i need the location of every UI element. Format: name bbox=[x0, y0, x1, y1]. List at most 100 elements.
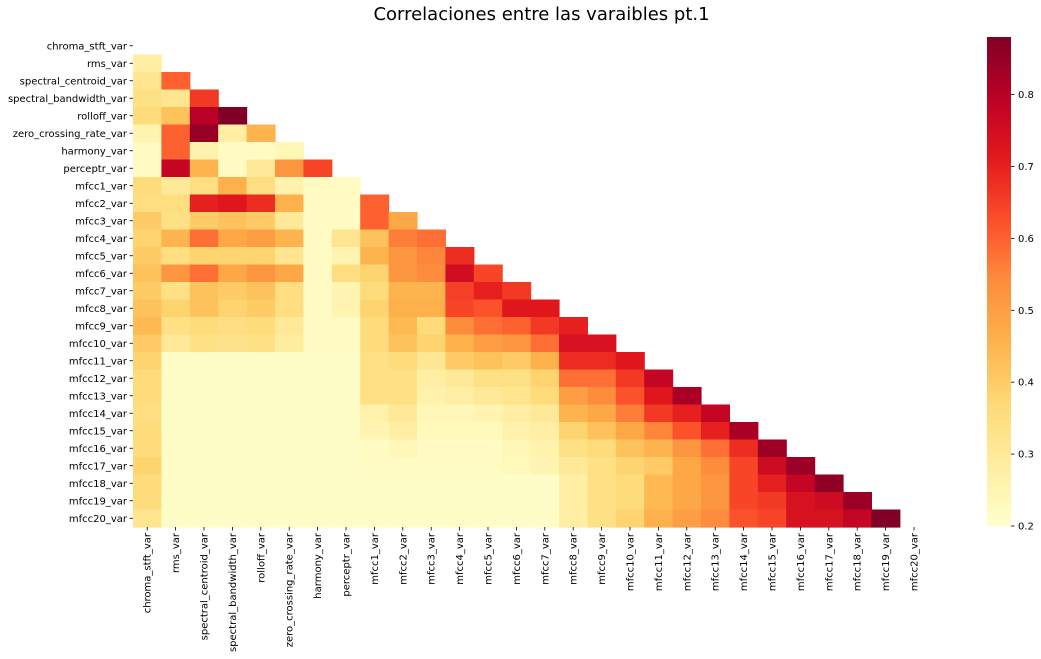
heatmap-cell bbox=[246, 439, 276, 458]
heatmap-cell bbox=[388, 352, 418, 371]
heatmap-cell bbox=[388, 439, 418, 458]
heatmap-cell bbox=[360, 229, 390, 248]
heatmap-cell bbox=[559, 439, 588, 458]
heatmap-cell bbox=[218, 334, 248, 353]
heatmap-cell bbox=[218, 369, 248, 388]
heatmap-cell bbox=[189, 107, 219, 126]
heatmap-cell bbox=[530, 404, 560, 423]
heatmap-cell bbox=[473, 422, 503, 441]
heatmap-cell bbox=[275, 509, 304, 528]
heatmap-cell bbox=[303, 369, 333, 388]
y-tick-label: spectral_centroid_var bbox=[20, 76, 128, 87]
heatmap-cell bbox=[218, 229, 248, 248]
heatmap-cell bbox=[417, 457, 446, 476]
heatmap-cell bbox=[843, 492, 872, 511]
heatmap-cell bbox=[360, 264, 390, 283]
heatmap-cell bbox=[615, 369, 645, 388]
heatmap-cell bbox=[275, 439, 304, 458]
heatmap-cell bbox=[161, 352, 191, 371]
heatmap-cell bbox=[587, 352, 617, 371]
heatmap-cell bbox=[161, 492, 191, 511]
x-tick-label: mfcc18_var bbox=[853, 532, 864, 591]
x-tick-label: mfcc13_var bbox=[711, 532, 722, 591]
heatmap-cell bbox=[445, 317, 475, 336]
heatmap-cell bbox=[331, 247, 361, 266]
heatmap-cell bbox=[133, 159, 162, 178]
heatmap-cell bbox=[417, 264, 446, 283]
heatmap-cell bbox=[587, 334, 617, 353]
heatmap-cell bbox=[218, 177, 248, 196]
heatmap-cell bbox=[161, 229, 191, 248]
y-tick-label: mfcc7_var bbox=[75, 286, 128, 297]
heatmap-cell bbox=[587, 404, 617, 423]
heatmap-cell bbox=[388, 334, 418, 353]
colorbar-tick-label: 0.3 bbox=[1018, 450, 1034, 461]
heatmap-cell bbox=[218, 317, 248, 336]
heatmap-cell bbox=[672, 387, 702, 406]
heatmap-cell bbox=[275, 334, 304, 353]
heatmap-cell bbox=[530, 334, 560, 353]
heatmap-cell bbox=[615, 352, 645, 371]
heatmap-cell bbox=[275, 229, 304, 248]
heatmap-cell bbox=[360, 474, 390, 493]
heatmap-cell bbox=[189, 282, 219, 301]
heatmap-cell bbox=[189, 474, 219, 493]
heatmap-cell bbox=[473, 474, 503, 493]
heatmap-cell bbox=[615, 422, 645, 441]
heatmap-cell bbox=[417, 474, 446, 493]
y-tick-label: mfcc6_var bbox=[75, 269, 128, 280]
heatmap-cell bbox=[502, 317, 532, 336]
heatmap-cell bbox=[417, 352, 446, 371]
heatmap-cell bbox=[417, 369, 446, 388]
heatmap-cell bbox=[559, 369, 588, 388]
heatmap-cell bbox=[530, 457, 560, 476]
heatmap-cell bbox=[303, 212, 333, 231]
heatmap-cell bbox=[133, 422, 162, 441]
heatmap-cell bbox=[530, 299, 560, 318]
y-tick-label: mfcc14_var bbox=[69, 409, 128, 420]
heatmap-cell bbox=[275, 194, 304, 213]
heatmap-cell bbox=[161, 212, 191, 231]
x-tick-label: mfcc9_var bbox=[597, 532, 608, 585]
heatmap-cell bbox=[417, 439, 446, 458]
y-tick-label: mfcc10_var bbox=[69, 339, 128, 350]
heatmap-cell bbox=[502, 299, 532, 318]
x-tick-label: mfcc5_var bbox=[484, 532, 495, 585]
heatmap-cell bbox=[502, 492, 532, 511]
heatmap-cell bbox=[246, 124, 276, 143]
heatmap-cell bbox=[502, 282, 532, 301]
heatmap-cell bbox=[133, 404, 162, 423]
heatmap-cell bbox=[133, 264, 162, 283]
x-tick-label: perceptr_var bbox=[342, 532, 353, 596]
heatmap-cell bbox=[133, 142, 162, 161]
heatmap-cell bbox=[218, 194, 248, 213]
y-tick-label: zero_crossing_rate_var bbox=[13, 129, 128, 140]
heatmap-cell bbox=[275, 404, 304, 423]
x-tick-label: mfcc11_var bbox=[654, 532, 665, 591]
heatmap-cell bbox=[303, 439, 333, 458]
heatmap-cell bbox=[161, 509, 191, 528]
heatmap-cell bbox=[786, 474, 816, 493]
heatmap-cell bbox=[133, 387, 162, 406]
heatmap-cell bbox=[445, 387, 475, 406]
heatmap-cell bbox=[360, 247, 390, 266]
heatmap-cell bbox=[388, 422, 418, 441]
heatmap-cell bbox=[417, 334, 446, 353]
heatmap-cell bbox=[189, 387, 219, 406]
y-tick-label: chroma_stft_var bbox=[47, 41, 128, 52]
heatmap-cell bbox=[331, 317, 361, 336]
heatmap-cell bbox=[218, 107, 248, 126]
heatmap-cell bbox=[133, 54, 162, 73]
heatmap-cell bbox=[530, 509, 560, 528]
heatmap-cell bbox=[189, 439, 219, 458]
y-tick-label: mfcc9_var bbox=[75, 321, 128, 332]
heatmap-cell bbox=[133, 177, 162, 196]
heatmap-cell bbox=[559, 474, 588, 493]
heatmap-cell bbox=[729, 457, 759, 476]
heatmap-cell bbox=[701, 457, 730, 476]
heatmap-cell bbox=[331, 212, 361, 231]
heatmap-cell bbox=[246, 492, 276, 511]
heatmap-cell bbox=[615, 439, 645, 458]
heatmap-cell bbox=[360, 299, 390, 318]
heatmap-cell bbox=[161, 317, 191, 336]
